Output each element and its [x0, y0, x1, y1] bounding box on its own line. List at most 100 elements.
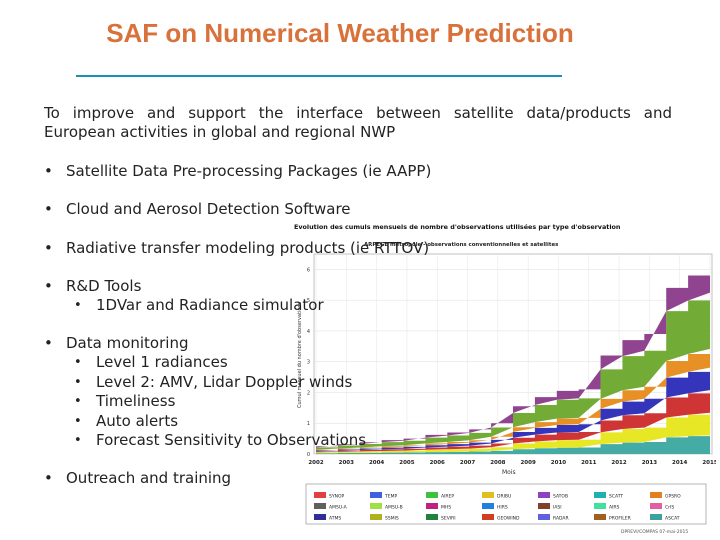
sub-bullet-dot: •: [74, 355, 82, 370]
bullet-dot: •: [44, 162, 53, 180]
y-tick-label: 0: [307, 452, 310, 458]
sub-bullet-text: 1DVar and Radiance simulator: [96, 296, 324, 314]
chart-subtitle: ARPEGE métropole - observations conventi…: [364, 241, 558, 248]
y-tick-label: 6: [307, 267, 310, 273]
legend-swatch: [594, 503, 606, 509]
area-series-0: [316, 435, 710, 454]
x-tick-label: 2010: [551, 460, 566, 466]
legend-swatch: [594, 514, 606, 520]
legend-label: SSMIS: [385, 516, 399, 522]
bullet-text: Data monitoring: [66, 334, 189, 352]
sub-bullet-dot: •: [74, 413, 82, 429]
sub-bullet-dot: •: [74, 394, 82, 409]
x-tick-label: 2012: [611, 460, 626, 466]
sub-bullet-text: Level 1 radiances: [96, 353, 228, 371]
bullet-dot: •: [44, 334, 53, 352]
legend-label: SCATT: [609, 494, 623, 500]
legend-swatch: [538, 492, 550, 498]
legend-label: IASI: [553, 505, 562, 511]
area-series-6: [316, 266, 710, 448]
legend-swatch: [314, 503, 326, 509]
x-tick-label: 2011: [581, 460, 596, 466]
bullet-dot: •: [44, 239, 53, 257]
x-tick-label: 2006: [430, 460, 445, 466]
legend-swatch: [650, 503, 662, 509]
y-tick-label: 1: [307, 421, 310, 427]
legend-label: GEOWIND: [497, 516, 520, 522]
legend-label: ASCAT: [665, 516, 680, 522]
y-tick-label: 4: [307, 329, 310, 335]
sub-bullet-dot: •: [74, 374, 82, 390]
sub-bullet-text: Level 2: AMV, Lidar Doppler winds: [96, 372, 353, 391]
legend-label: SYNOP: [329, 494, 345, 500]
x-tick-label: 2003: [339, 460, 354, 466]
chart-credit: DPREVI/COMPAS 07-mai-2015: [621, 529, 688, 535]
bullet-dot: •: [44, 200, 53, 218]
bullet-text: Radiative transfer modeling products (ie…: [66, 239, 430, 257]
legend-swatch: [426, 503, 438, 509]
x-tick-label: 2013: [642, 460, 657, 466]
legend-swatch: [314, 514, 326, 520]
legend-label: MHS: [441, 505, 451, 511]
legend-label: AIREP: [441, 494, 454, 500]
bullet-text: R&D Tools: [66, 277, 142, 295]
bullet-text: Cloud and Aerosol Detection Software: [66, 200, 351, 218]
x-tick-label: 2007: [460, 460, 475, 466]
legend-swatch: [538, 503, 550, 509]
bullet-text: Satellite Data Pre-processing Packages (…: [66, 162, 432, 180]
intro-paragraph: To improve and support the interface bet…: [44, 104, 672, 141]
legend-label: HIRS: [497, 505, 508, 511]
legend-swatch: [426, 514, 438, 520]
legend-label: SATOB: [553, 494, 568, 500]
x-tick-label: 2002: [308, 460, 323, 466]
bullet-text: Outreach and training: [66, 469, 232, 487]
area-series-4: [316, 348, 710, 451]
legend-label: TEMP: [384, 494, 397, 500]
legend-label: GPSRO: [665, 494, 681, 500]
chart-title: Evolution des cumuls mensuels de nombre …: [294, 223, 621, 231]
y-tick-label: 5: [307, 298, 310, 304]
legend-label: SEVIRI: [441, 516, 456, 522]
legend-swatch: [370, 514, 382, 520]
observations-area-chart: Evolution des cumuls mensuels de nombre …: [294, 223, 716, 535]
legend-swatch: [538, 514, 550, 520]
x-tick-label: 2008: [490, 460, 505, 466]
sub-bullet-dot: •: [74, 433, 82, 448]
legend-label: CrIS: [665, 505, 674, 511]
legend-swatch: [370, 492, 382, 498]
legend-swatch: [650, 492, 662, 498]
legend-label: DRIBU: [497, 494, 511, 500]
title-underline: [76, 75, 562, 77]
legend-label: AIRS: [609, 505, 620, 511]
area-series-1: [316, 412, 710, 454]
legend-swatch: [314, 492, 326, 498]
legend-label: AMSU-A: [329, 505, 348, 511]
sub-bullet-text: Auto alerts: [96, 411, 179, 430]
x-tick-label: 2004: [369, 460, 384, 466]
x-tick-label: 2009: [520, 460, 535, 466]
legend-swatch: [426, 492, 438, 498]
y-tick-label: 3: [307, 360, 310, 366]
legend-swatch: [482, 503, 494, 509]
y-tick-label: 2: [307, 390, 310, 396]
x-tick-label: 2014: [672, 460, 687, 466]
chart-xlabel: Mois: [502, 469, 516, 476]
legend-swatch: [370, 503, 382, 509]
sub-bullet-dot: •: [74, 298, 82, 313]
sub-bullet-text: Timeliness: [96, 392, 176, 410]
legend-label: AMSU-B: [385, 505, 403, 511]
legend-label: PROFILER: [609, 516, 631, 522]
legend-swatch: [650, 514, 662, 520]
chart-ylabel: Cumul mensuel du nombre d'observations: [297, 301, 303, 408]
x-tick-label: 2005: [399, 460, 414, 466]
bullet-dot: •: [44, 469, 53, 487]
legend-swatch: [482, 514, 494, 520]
legend-label: RADAR: [553, 516, 569, 522]
slide-title: SAF on Numerical Weather Prediction: [106, 18, 574, 48]
area-series-2: [316, 390, 710, 453]
sub-bullet-text: Forecast Sensitivity to Observations: [96, 431, 367, 449]
x-tick-label: 2015: [702, 460, 716, 466]
bullet-dot: •: [44, 277, 53, 295]
legend-label: ATMS: [329, 516, 341, 522]
legend-swatch: [482, 492, 494, 498]
